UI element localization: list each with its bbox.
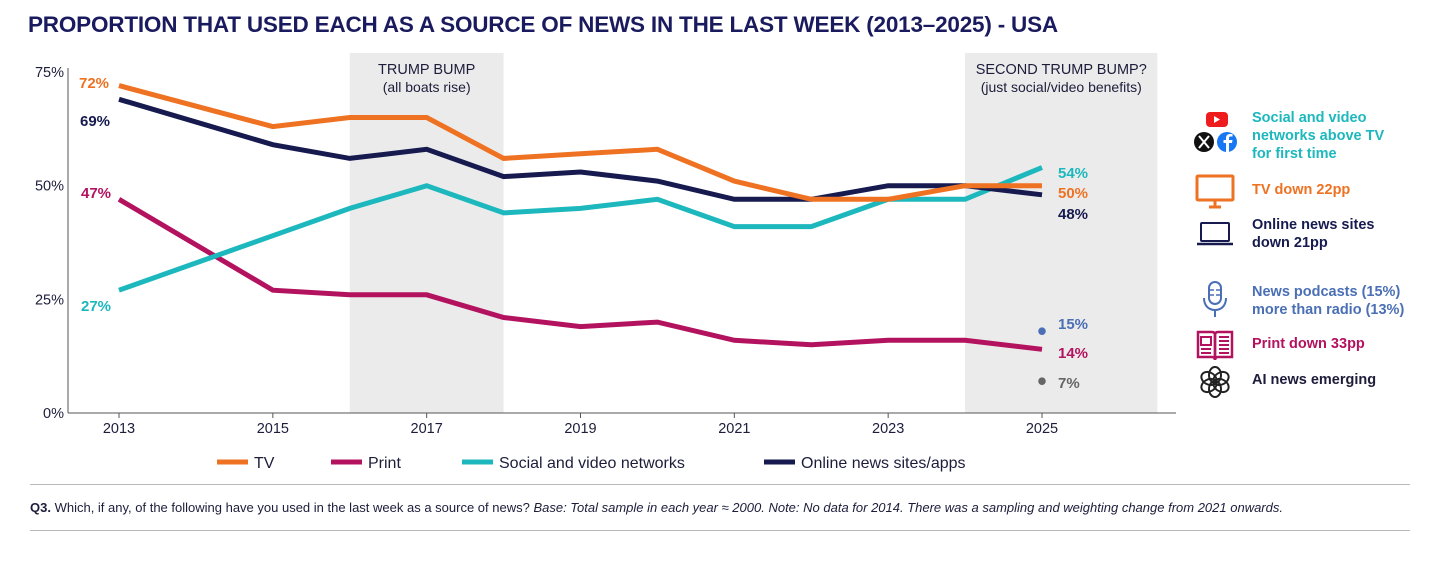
y-tick-label: 75% [35, 65, 64, 81]
sidebar-item-ai: AI news emerging [1190, 362, 1376, 402]
x-tick-label: 2019 [564, 421, 596, 437]
shaded-period-sublabel-0: (all boats rise) [383, 79, 471, 95]
sidebar-item-online: Online news sites down 21pp [1190, 214, 1375, 254]
x-tick-label: 2015 [257, 421, 289, 437]
sidebar-item-tv: TV down 22pp [1190, 172, 1350, 212]
sidebar-item-social: Social and video networks above TV for f… [1190, 110, 1384, 162]
sidebar-text-ai: AI news emerging [1252, 372, 1377, 388]
point-marker [1038, 327, 1046, 335]
sidebar-item-podcasts: News podcasts (15%) more than radio (13%… [1190, 280, 1404, 320]
end-label: 54% [1058, 165, 1088, 182]
footnote-question: Which, if any, of the following have you… [50, 500, 534, 515]
ai-logo-icon [1190, 362, 1240, 402]
laptop-icon [1190, 214, 1240, 254]
footnote-note: Base: Total sample in each year ≈ 2000. … [533, 500, 1283, 515]
sidebar-text-social: Social and video networks above TV for f… [1252, 110, 1385, 162]
end-label: 50% [1058, 185, 1088, 202]
point-label: 15% [1058, 316, 1088, 333]
y-tick-label: 0% [43, 406, 64, 422]
x-tick-label: 2017 [411, 421, 443, 437]
start-label: 27% [81, 298, 111, 315]
page-title: PROPORTION THAT USED EACH AS A SOURCE OF… [28, 12, 1058, 37]
sidebar-item-print: Print down 33pp [1190, 326, 1365, 366]
microphone-icon [1190, 280, 1240, 320]
series-line-print [117, 197, 1043, 352]
shaded-period-label-1: SECOND TRUMP BUMP? [976, 62, 1147, 78]
newspaper-icon [1190, 326, 1240, 366]
divider-top [30, 484, 1410, 485]
point-label: 7% [1058, 375, 1080, 392]
point-marker [1038, 377, 1046, 385]
legend-label: Print [368, 455, 401, 472]
end-label: 14% [1058, 345, 1088, 362]
series-line-tv [118, 83, 1042, 202]
end-label: 48% [1058, 206, 1088, 223]
start-label: 72% [79, 75, 109, 92]
x-tick-label: 2013 [103, 421, 135, 437]
sidebar-text-online: Online news sites down 21pp [1252, 217, 1375, 251]
y-tick-label: 50% [35, 179, 64, 195]
x-tick-label: 2023 [872, 421, 904, 437]
y-tick-label: 25% [35, 292, 64, 308]
sidebar-text-tv: TV down 22pp [1252, 182, 1351, 198]
shaded-period-label-0: TRUMP BUMP [378, 62, 475, 78]
shaded-period-1 [965, 53, 1158, 413]
divider-bottom [30, 530, 1410, 531]
legend-label: Online news sites/apps [801, 455, 966, 472]
footnote-question-number: Q3. [30, 500, 51, 515]
x-tick-label: 2021 [718, 421, 750, 437]
footnote: Q3. Which, if any, of the following have… [30, 500, 1283, 515]
legend-label: TV [254, 455, 275, 472]
line-chart: TRUMP BUMP(all boats rise) SECOND TRUMP B… [35, 53, 1176, 472]
shaded-period-sublabel-1: (just social/video benefits) [981, 79, 1142, 95]
shaded-period-0 [349, 53, 504, 413]
tv-icon [1190, 172, 1240, 212]
start-label: 69% [80, 113, 110, 130]
legend-label: Social and video networks [499, 455, 685, 472]
start-label: 47% [81, 185, 111, 202]
series-line-online-news-sites-apps [118, 96, 1043, 202]
sidebar-text-print: Print down 33pp [1252, 336, 1365, 352]
x-tick-label: 2025 [1026, 421, 1058, 437]
sidebar-text-podcasts: News podcasts (15%) more than radio (13%… [1252, 284, 1405, 318]
social-logos-icon [1190, 112, 1240, 152]
